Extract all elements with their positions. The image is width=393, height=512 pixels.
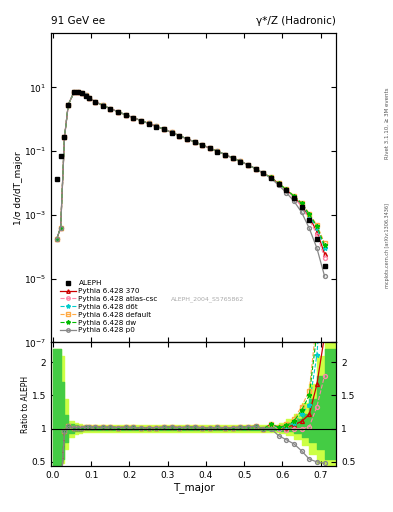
Text: mcplots.cern.ch [arXiv:1306.3436]: mcplots.cern.ch [arXiv:1306.3436]: [385, 203, 389, 288]
Y-axis label: Ratio to ALEPH: Ratio to ALEPH: [22, 375, 31, 433]
Legend: ALEPH, Pythia 6.428 370, Pythia 6.428 atlas-csc, Pythia 6.428 d6t, Pythia 6.428 : ALEPH, Pythia 6.428 370, Pythia 6.428 at…: [57, 278, 160, 335]
X-axis label: T_major: T_major: [173, 482, 215, 494]
Text: γ*/Z (Hadronic): γ*/Z (Hadronic): [256, 15, 336, 26]
Y-axis label: 1/σ dσ/dT_major: 1/σ dσ/dT_major: [13, 151, 22, 225]
Text: Rivet 3.1.10, ≥ 3M events: Rivet 3.1.10, ≥ 3M events: [385, 87, 389, 159]
Text: ALEPH_2004_S5765862: ALEPH_2004_S5765862: [171, 296, 244, 302]
Text: 91 GeV ee: 91 GeV ee: [51, 15, 105, 26]
